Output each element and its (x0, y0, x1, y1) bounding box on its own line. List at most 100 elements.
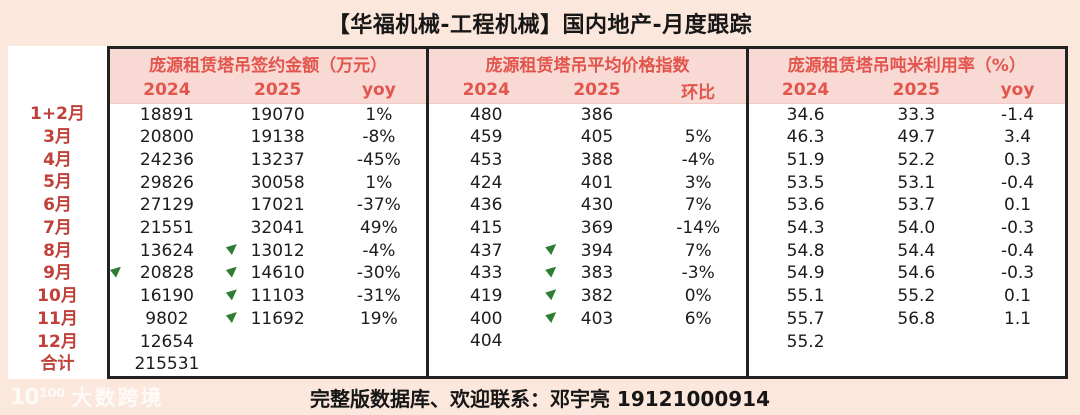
table-row: 55.7 56.8 1.1 (749, 308, 1065, 331)
cell-value: 54.4 (897, 240, 936, 261)
table-cell: 20800 (110, 127, 224, 150)
table-cell: -30% (331, 263, 426, 286)
cell-value: 7% (684, 240, 712, 261)
column-header-yoy: yoy (361, 80, 396, 101)
cell-value: 20800 (139, 127, 194, 148)
cell-value: 9802 (145, 308, 189, 329)
cell-value: 13237 (250, 150, 305, 171)
table-row: 415 369 -14% (429, 217, 745, 240)
table-cell: 16190 (110, 285, 224, 308)
cell-value: 415 (470, 218, 503, 239)
cell-value: 29826 (139, 172, 194, 193)
table-cell: 0.1 (970, 195, 1065, 218)
table-cell: 55.7 (749, 308, 863, 331)
green-flag-icon (545, 266, 557, 278)
cell-value: 403 (580, 308, 614, 329)
green-flag-icon (225, 266, 237, 278)
table-cell: 436 (429, 195, 543, 218)
cell-value: 383 (580, 263, 614, 284)
table-cell: -3% (651, 263, 746, 286)
table-cell: -0.4 (970, 172, 1065, 195)
table-cell (651, 353, 746, 376)
table-row: 480 386 (429, 104, 745, 127)
table-cell: 5% (651, 127, 746, 150)
table-cell: 49% (331, 217, 426, 240)
cell-value: 19% (359, 308, 398, 329)
table-cell: 0% (651, 285, 746, 308)
row-label: 合计 (40, 354, 75, 375)
cell-value: 20828 (139, 263, 194, 284)
table-row: 215531 (110, 353, 426, 376)
cell-value: 0.1 (1004, 286, 1032, 307)
table-cell: 27129 (110, 195, 224, 218)
table-cell: -0.3 (970, 217, 1065, 240)
green-flag-icon (545, 311, 557, 323)
cell-value: 436 (470, 195, 503, 216)
table-cell (331, 353, 426, 376)
cell-value: 11692 (250, 308, 305, 329)
page-title: 【华福机械-工程机械】国内地产-月度跟踪 (327, 13, 753, 38)
table-cell: 11103 (224, 285, 332, 308)
row-label: 6月 (43, 195, 72, 215)
table-row: 53.6 53.7 0.1 (749, 195, 1065, 218)
table-row: 53.5 53.1 -0.4 (749, 172, 1065, 195)
cell-value: 437 (470, 240, 503, 261)
cell-value: 388 (580, 150, 614, 171)
table-cell: 54.6 (863, 263, 971, 286)
table-cell: 404 (429, 331, 543, 354)
cell-value: 0.1 (1004, 195, 1032, 216)
column-header-2025: 2025 (253, 80, 302, 101)
cell-value: 7% (684, 195, 712, 216)
table-cell (543, 353, 651, 376)
table-row (429, 353, 745, 376)
table-cell: 19138 (224, 127, 332, 150)
green-flag-icon (545, 243, 557, 255)
cell-value: -0.3 (1000, 218, 1035, 239)
cell-value: 16190 (139, 286, 194, 307)
table-cell: 424 (429, 172, 543, 195)
cell-value: 1.1 (1004, 308, 1032, 329)
cell-value: 401 (580, 172, 614, 193)
table-cell: 7% (651, 240, 746, 263)
table-cell: 382 (543, 285, 651, 308)
cell-value: 54.0 (897, 218, 936, 239)
table-row: 29826 30058 1% (110, 172, 426, 195)
table-cell (970, 353, 1065, 376)
column-header-yoy: yoy (1000, 80, 1035, 101)
table-row: 27129 17021 -37% (110, 195, 426, 218)
table-row: 16190 11103 -31% (110, 285, 426, 308)
table-row: 20800 19138 -8% (110, 127, 426, 150)
table-cell: 55.2 (749, 331, 863, 354)
column-header-2025: 2025 (892, 80, 940, 101)
cell-value: 394 (580, 240, 614, 261)
data-grid: 庞源租赁塔吊签约金额（万元） 2024 2025 yoy 18891 19070… (107, 46, 1068, 379)
table-cell: 18891 (110, 104, 224, 127)
table-row: 55.2 (749, 331, 1065, 354)
table-row: 21551 32041 49% (110, 217, 426, 240)
table-cell: 13237 (224, 149, 332, 172)
cell-value: -0.4 (1000, 240, 1035, 261)
cell-value: 54.8 (786, 240, 825, 261)
table-cell: 53.6 (749, 195, 863, 218)
cell-value: 51.9 (786, 150, 825, 171)
table-cell (331, 331, 426, 354)
table-cell: 215531 (110, 353, 224, 376)
table-cell: 53.1 (863, 172, 971, 195)
table-row: 453 388 -4% (429, 149, 745, 172)
table-cell: 14610 (224, 263, 332, 286)
section-title: 庞源租赁塔吊吨米利用率（%） (748, 49, 1065, 78)
cell-value: 55.7 (786, 308, 825, 329)
table-cell: 32041 (224, 217, 332, 240)
row-label: 9月 (43, 263, 72, 284)
table-row: 437 394 7% (429, 240, 745, 263)
green-flag-icon (225, 289, 237, 301)
cell-value: 369 (580, 218, 614, 239)
table-cell: 12654 (110, 331, 224, 354)
table-cell: 0.3 (970, 149, 1065, 172)
cell-value: 11103 (250, 286, 305, 307)
table-cell: 53.5 (749, 172, 863, 195)
table-row: 404 (429, 331, 745, 354)
green-flag-icon (225, 243, 237, 255)
table-cell (429, 353, 543, 376)
green-flag-icon (110, 266, 121, 278)
